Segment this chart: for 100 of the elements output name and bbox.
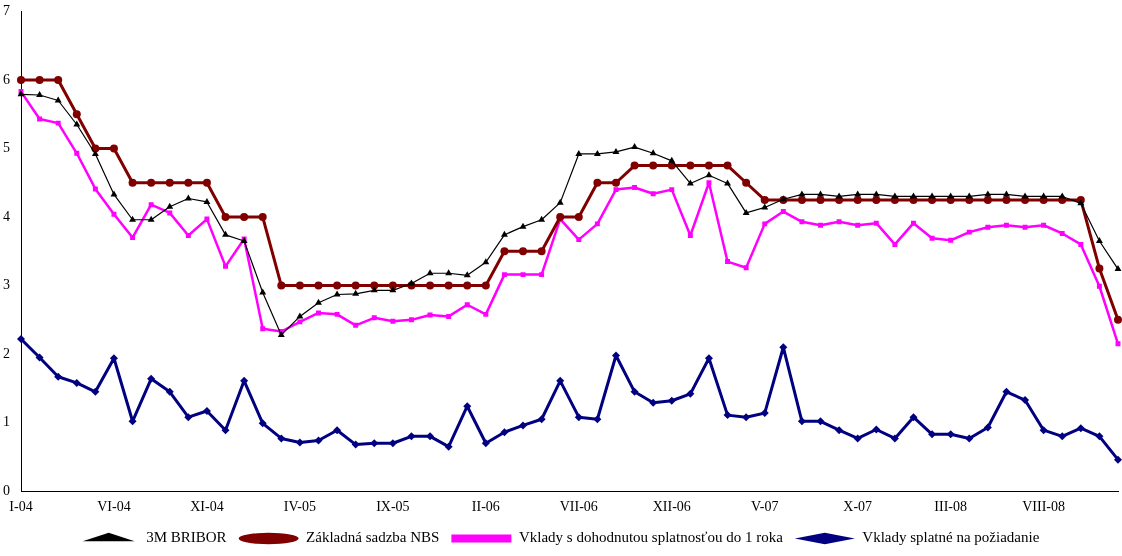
point [836, 219, 842, 225]
point [407, 279, 415, 286]
point [668, 156, 676, 163]
x-tick-label: IV-05 [283, 499, 316, 515]
point [948, 237, 954, 243]
point [704, 161, 713, 170]
point [686, 161, 695, 170]
point [17, 75, 25, 84]
point [444, 442, 453, 451]
point [519, 421, 528, 430]
point [632, 185, 638, 191]
point [128, 178, 137, 187]
point [1114, 265, 1122, 272]
point [240, 213, 249, 222]
point [1114, 455, 1122, 464]
y-tick-label: 7 [3, 3, 10, 19]
point [853, 195, 862, 204]
point [185, 233, 191, 239]
y-tick-label: 4 [3, 208, 10, 224]
point [314, 436, 323, 445]
point [1096, 283, 1102, 289]
point [501, 272, 507, 278]
point [389, 286, 397, 293]
point [1078, 241, 1084, 247]
point [91, 387, 100, 396]
point [1076, 424, 1085, 433]
point [222, 230, 229, 237]
point [165, 178, 174, 187]
x-tick-label: V-07 [750, 499, 779, 515]
point [611, 178, 620, 187]
point [909, 413, 918, 422]
point [202, 407, 211, 416]
point [966, 229, 972, 235]
point [35, 353, 44, 362]
point [539, 272, 545, 278]
point [760, 409, 769, 418]
point [576, 237, 582, 243]
point [1002, 195, 1011, 204]
point [74, 150, 80, 156]
point [1002, 387, 1011, 396]
point [574, 413, 583, 422]
point [130, 235, 136, 241]
point [799, 219, 805, 225]
point [54, 96, 62, 103]
x-tick-label: IX-05 [376, 499, 410, 515]
point [983, 195, 992, 204]
point [148, 202, 154, 208]
point [295, 438, 304, 447]
point [742, 178, 751, 187]
point [444, 281, 453, 290]
point [835, 426, 844, 435]
point [500, 230, 508, 237]
point [725, 259, 731, 265]
point [1003, 222, 1009, 228]
point [445, 269, 453, 276]
point [630, 387, 639, 396]
point [1095, 264, 1104, 273]
legend-label: Základná sadzba NBS [306, 529, 440, 546]
y-tick-label: 6 [3, 71, 10, 87]
point [92, 186, 98, 192]
point [762, 221, 768, 227]
x-tick-label: VIII-08 [1022, 499, 1066, 515]
point [872, 195, 881, 204]
point [873, 220, 879, 226]
point [816, 417, 825, 426]
point [723, 161, 732, 170]
point [500, 428, 509, 437]
point [184, 178, 193, 187]
point [742, 413, 751, 422]
point [221, 213, 230, 222]
point [686, 389, 695, 398]
point [446, 313, 452, 319]
point [314, 281, 323, 290]
point [574, 213, 583, 222]
point [390, 318, 396, 324]
point [1114, 315, 1122, 324]
point [481, 439, 490, 448]
x-tick-label: I-04 [9, 499, 33, 515]
point [353, 322, 359, 328]
point [221, 426, 230, 435]
point [537, 247, 546, 256]
point [315, 298, 322, 305]
point [500, 247, 509, 256]
point [985, 224, 991, 230]
point [706, 180, 712, 186]
point [166, 202, 174, 209]
point [204, 216, 210, 222]
point [853, 434, 862, 443]
point [946, 430, 955, 439]
point [983, 423, 992, 432]
point [334, 311, 340, 317]
point [1039, 426, 1048, 435]
point [54, 75, 63, 84]
point [631, 143, 639, 150]
point [1021, 396, 1030, 405]
point [147, 374, 156, 383]
point [667, 396, 676, 405]
point [965, 434, 974, 443]
x-tick-label: XI-04 [190, 499, 224, 515]
point [147, 215, 155, 222]
